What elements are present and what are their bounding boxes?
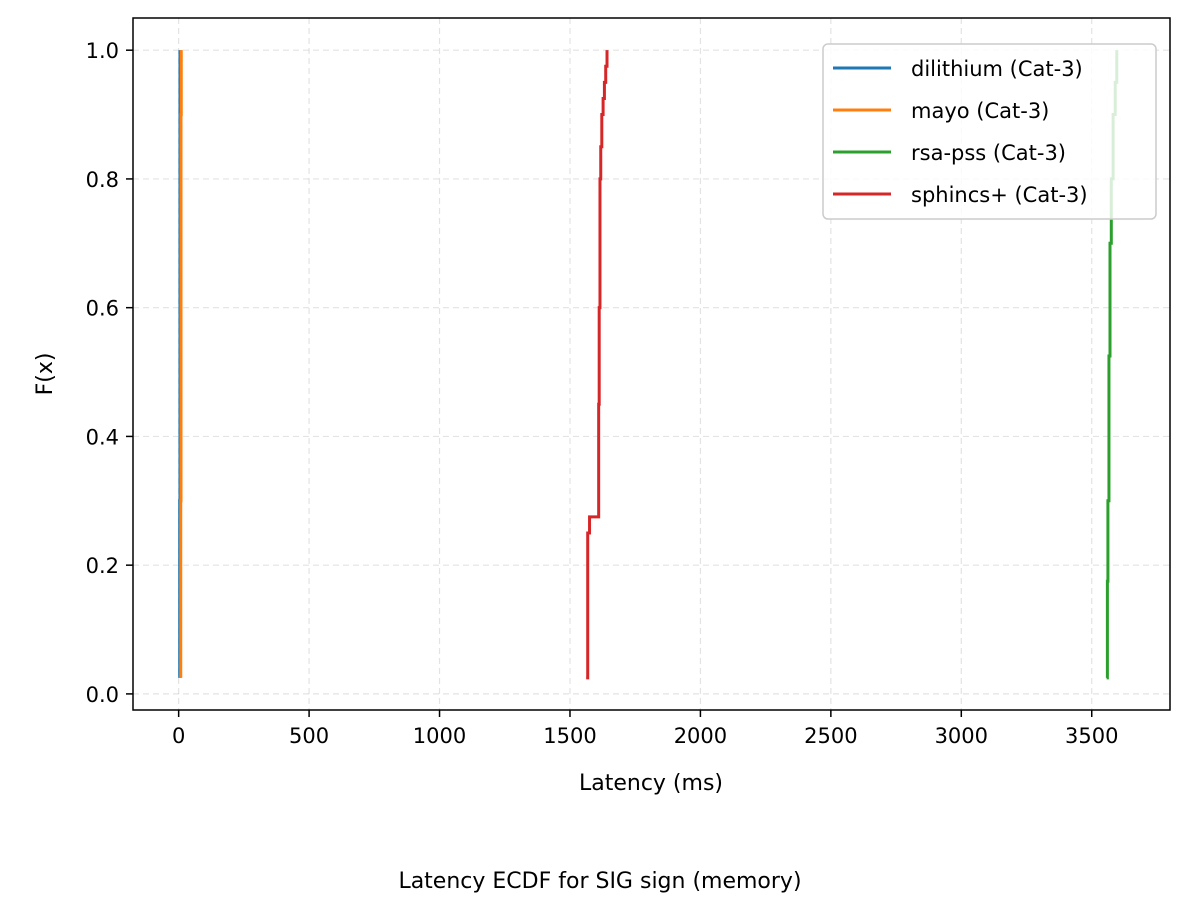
x-tick-label: 500 [289, 724, 329, 748]
y-axis-label: F(x) [33, 353, 58, 396]
y-tick-label: 1.0 [86, 39, 119, 63]
y-tick-label: 0.0 [86, 683, 119, 707]
y-tick-label: 0.2 [86, 554, 119, 578]
x-tick-label: 1000 [413, 724, 466, 748]
legend-label-3: sphincs+ (Cat-3) [911, 183, 1088, 207]
x-tick-label: 3000 [935, 724, 988, 748]
legend: dilithium (Cat-3) mayo (Cat-3) rsa-pss (Ca… [823, 44, 1156, 219]
legend-label-1: mayo (Cat-3) [911, 99, 1049, 123]
legend-label-0: dilithium (Cat-3) [911, 57, 1083, 81]
chart-caption: Latency ECDF for SIG sign (memory) [398, 869, 801, 894]
x-tick-label: 0 [172, 724, 185, 748]
x-tick-label: 2500 [804, 724, 857, 748]
y-tick-label: 0.6 [86, 297, 119, 321]
x-axis-label: Latency (ms) [579, 771, 723, 796]
x-tick-label: 3500 [1065, 724, 1118, 748]
x-tick-label: 1500 [543, 724, 596, 748]
y-tick-label: 0.8 [86, 168, 119, 192]
y-tick-label: 0.4 [86, 425, 119, 449]
series-line-1 [181, 50, 182, 678]
legend-label-2: rsa-pss (Cat-3) [911, 141, 1066, 165]
x-tick-label: 2000 [674, 724, 727, 748]
